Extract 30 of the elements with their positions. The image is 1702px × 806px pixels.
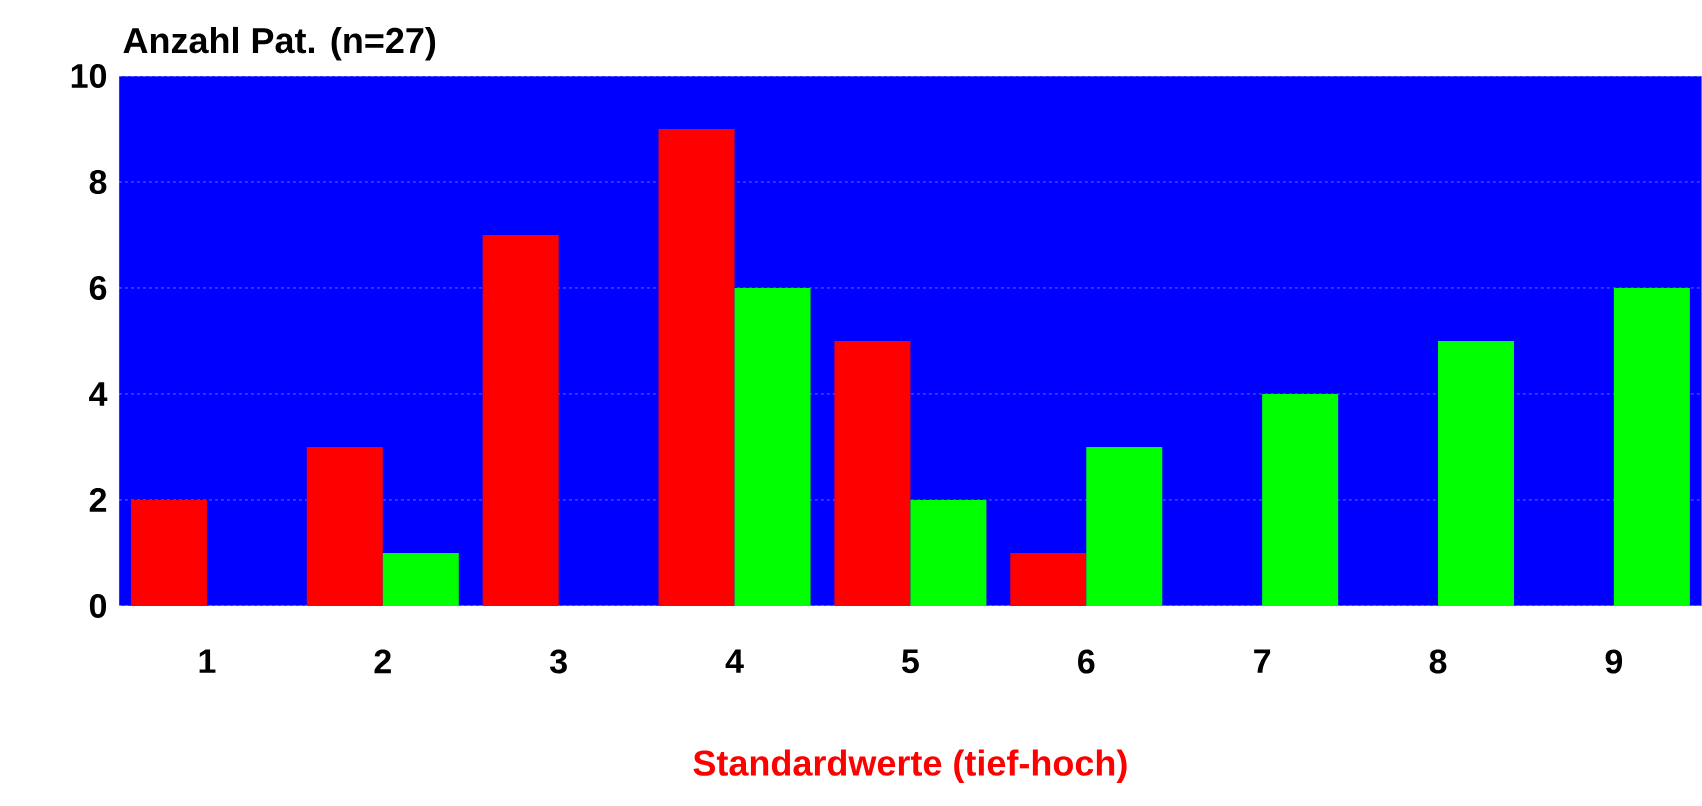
y-tick-label: 8 [89, 169, 107, 195]
y-tick-label: 4 [89, 382, 108, 406]
bar [130, 499, 207, 606]
bar [910, 499, 987, 606]
y-tick-label: 2 [89, 488, 107, 512]
x-tick-label: 4 [725, 649, 744, 673]
y-axis-title: Anzahl Pat. (n=27) [123, 26, 436, 61]
bar [1010, 552, 1087, 606]
x-tick-label: 9 [1605, 649, 1623, 674]
y-tick-label: 10 [71, 63, 107, 89]
y-tick-label: 0 [89, 593, 107, 619]
bar [1438, 341, 1515, 606]
x-tick-label: 3 [550, 649, 567, 674]
bar [834, 341, 911, 606]
bar [734, 288, 811, 606]
x-tick-label: 7 [1254, 649, 1271, 673]
bar [1613, 288, 1690, 606]
x-tick-label: 2 [374, 649, 391, 674]
x-axis-title: Standardwerte (tief-hoch) [693, 749, 1127, 784]
bar [658, 129, 735, 606]
y-tick-label: 6 [89, 275, 107, 301]
x-tick-label: 6 [1078, 649, 1095, 674]
x-tick-label: 5 [902, 649, 919, 674]
bar [382, 552, 459, 606]
x-tick-label: 1 [199, 649, 216, 673]
bar [482, 235, 559, 606]
bar [1086, 446, 1163, 606]
bar [306, 446, 383, 606]
bar [1262, 394, 1339, 606]
x-tick-label: 8 [1429, 649, 1447, 674]
